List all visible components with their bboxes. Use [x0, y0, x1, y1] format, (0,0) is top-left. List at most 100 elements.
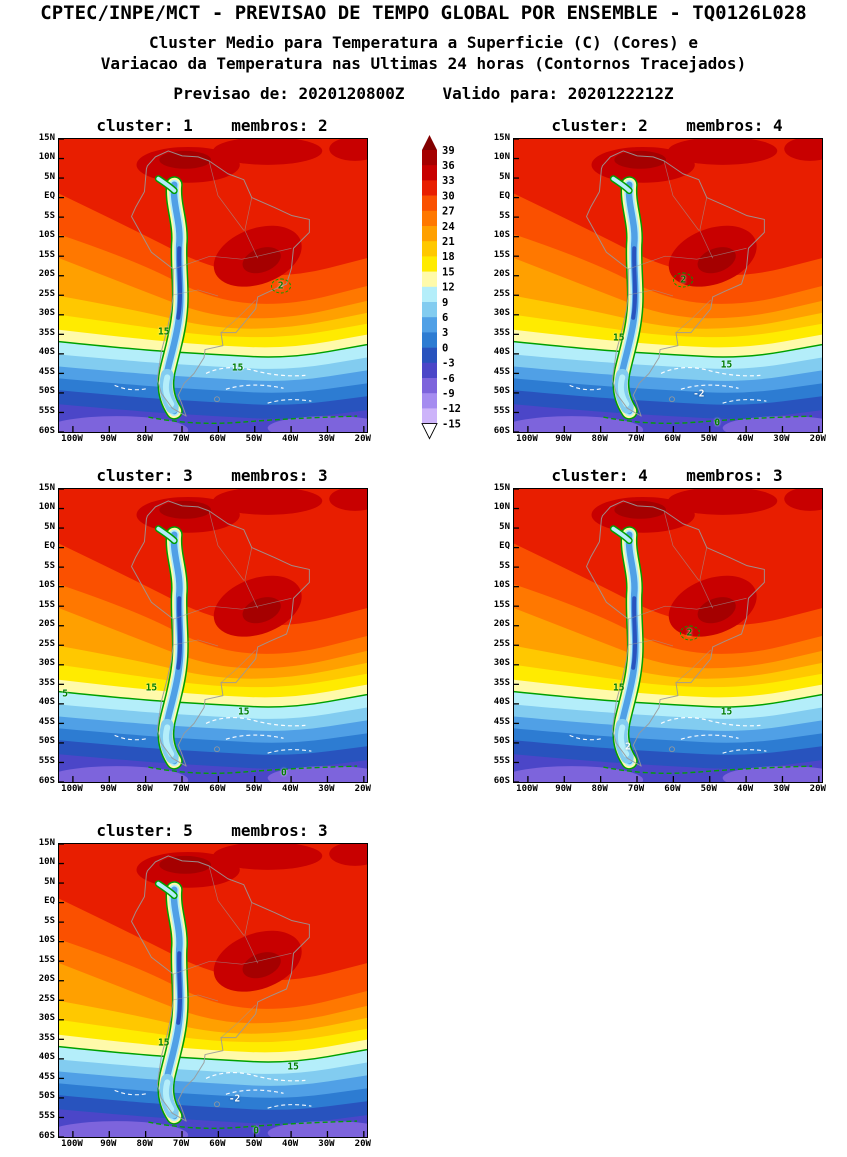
cluster-panel-1: cluster: 1 membros: 2 15N 10N 5N EQ 5S 10S 15S…	[28, 116, 371, 446]
legend-value: 21	[442, 236, 455, 248]
lat-tick-label: 5N	[44, 876, 55, 887]
lat-tick-label: 40S	[493, 697, 510, 708]
lat-tick-label: 10N	[493, 152, 510, 163]
lon-tick-label: 70W	[627, 434, 645, 444]
lat-tick-label: 55S	[493, 755, 510, 766]
temperature-map-svg	[514, 139, 822, 432]
lon-tick-label: 20W	[354, 784, 371, 794]
temperature-map: 15 15 2	[58, 138, 368, 433]
lat-tick-label: 10N	[493, 502, 510, 513]
lon-axis: 100W 90W 80W 70W 60W 50W 40W 30W 20W	[513, 783, 826, 796]
lat-tick-label: 15S	[38, 249, 55, 260]
lat-tick-label: EQ	[44, 541, 55, 552]
legend-value: -15	[442, 418, 461, 430]
lon-tick-label: 30W	[318, 1139, 335, 1149]
lat-tick-label: 55S	[493, 405, 510, 416]
lat-tick-label: 40S	[38, 347, 55, 358]
lat-axis: 15N 10N 5N EQ 5S 10S 15S 20S 25S 30S 35S 40S 45S 50S 5…	[28, 838, 58, 1140]
legend-value: 30	[442, 190, 455, 202]
lon-tick-label: 80W	[136, 784, 153, 794]
lon-tick-label: 100W	[516, 434, 538, 444]
lat-tick-label: 25S	[38, 638, 55, 649]
lon-tick-label: 30W	[318, 784, 335, 794]
legend-value: -9	[442, 388, 455, 400]
lon-tick-label: 30W	[318, 434, 335, 444]
lon-tick-label: 40W	[281, 434, 299, 444]
legend-value: 39	[442, 145, 455, 157]
legend-value: 12	[442, 282, 455, 294]
colorbar-legend: 39 36 33 30 27 24 21 18 15 12 9 6 3 0 -3 -6 -9 -12 -15	[420, 134, 490, 444]
forecast-init-label: Previsao de: 2020120800Z	[173, 84, 405, 103]
lon-axis: 100W 90W 80W 70W 60W 50W 40W 30W 20W	[513, 433, 826, 446]
lat-tick-label: 15S	[38, 954, 55, 965]
lat-tick-label: 45S	[38, 1071, 55, 1082]
lon-tick-label: 30W	[773, 434, 790, 444]
lat-tick-label: 15N	[38, 837, 55, 848]
lat-tick-label: 10S	[493, 580, 510, 591]
lon-tick-label: 100W	[61, 1139, 83, 1149]
lon-tick-label: 80W	[591, 784, 608, 794]
temperature-map: 15 15 5 0	[58, 488, 368, 783]
cluster-panel-5: cluster: 5 membros: 3 15N 10N 5N EQ 5S 10S 15S…	[28, 821, 371, 1151]
lat-tick-label: 15S	[493, 249, 510, 260]
lat-tick-label: 20S	[38, 269, 55, 280]
panel-title: cluster: 4 membros: 3	[551, 466, 783, 485]
lat-tick-label: 35S	[493, 327, 510, 338]
lon-tick-label: 60W	[209, 784, 226, 794]
legend-value: 36	[442, 160, 455, 172]
lon-tick-label: 20W	[809, 784, 826, 794]
temperature-map-svg	[59, 489, 367, 782]
lat-tick-label: 60S	[493, 425, 510, 436]
lat-tick-label: 50S	[493, 386, 510, 397]
lat-tick-label: EQ	[499, 541, 510, 552]
legend-value: 18	[442, 251, 455, 263]
lon-tick-label: 50W	[245, 784, 262, 794]
lat-tick-label: 30S	[38, 658, 55, 669]
lat-tick-label: 55S	[38, 1110, 55, 1121]
lat-tick-label: 20S	[38, 974, 55, 985]
lon-tick-label: 40W	[736, 784, 754, 794]
figure-subtitle-2: Variacao da Temperatura nas Ultimas 24 h…	[100, 54, 747, 73]
figure-title: CPTEC/INPE/MCT - PREVISAO DE TEMPO GLOBA…	[40, 2, 807, 24]
lat-tick-label: 5N	[44, 521, 55, 532]
legend-value: -6	[442, 373, 455, 385]
lat-tick-label: 60S	[38, 1130, 55, 1141]
lat-tick-label: 30S	[38, 308, 55, 319]
panel-title: cluster: 5 membros: 3	[96, 821, 328, 840]
forecast-valid-label: Valido para: 2020122212Z	[442, 84, 674, 103]
legend-value: 24	[442, 221, 455, 233]
lon-tick-label: 50W	[700, 784, 717, 794]
temperature-map-svg	[59, 844, 367, 1137]
lat-tick-label: 20S	[493, 619, 510, 630]
lat-tick-label: 45S	[38, 366, 55, 377]
lon-tick-label: 100W	[516, 784, 538, 794]
lon-axis: 100W 90W 80W 70W 60W 50W 40W 30W 20W	[58, 783, 371, 796]
lat-tick-label: 35S	[493, 677, 510, 688]
temperature-map-svg	[59, 139, 367, 432]
lon-tick-label: 40W	[736, 434, 754, 444]
lat-tick-label: 25S	[38, 993, 55, 1004]
lon-tick-label: 80W	[136, 434, 153, 444]
lat-axis: 15N 10N 5N EQ 5S 10S 15S 20S 25S 30S 35S 40S 45S 50S 5…	[483, 133, 513, 435]
lat-tick-label: 10S	[38, 230, 55, 241]
lon-tick-label: 90W	[555, 784, 572, 794]
panel-title: cluster: 1 membros: 2	[96, 116, 328, 135]
lat-axis: 15N 10N 5N EQ 5S 10S 15S 20S 25S 30S 35S 40S 45S 50S 5…	[28, 133, 58, 435]
lat-tick-label: 35S	[38, 677, 55, 688]
lat-tick-label: 35S	[38, 1032, 55, 1043]
lat-tick-label: 30S	[493, 308, 510, 319]
lat-tick-label: 45S	[38, 716, 55, 727]
lon-tick-label: 50W	[245, 1139, 262, 1149]
legend-value: 6	[442, 312, 448, 324]
lon-tick-label: 90W	[100, 434, 117, 444]
figure-subtitle-1: Cluster Medio para Temperatura a Superfi…	[148, 33, 699, 52]
cluster-panel-4: cluster: 4 membros: 3 15N 10N 5N EQ 5S 10S 15S…	[483, 466, 826, 796]
lat-tick-label: 5N	[499, 521, 510, 532]
lat-tick-label: 30S	[38, 1013, 55, 1024]
cluster-panel-3: cluster: 3 membros: 3 15N 10N 5N EQ 5S 10S 15S…	[28, 466, 371, 796]
lat-tick-label: 50S	[493, 736, 510, 747]
lat-tick-label: 10N	[38, 152, 55, 163]
lat-tick-label: 25S	[38, 288, 55, 299]
lon-tick-label: 20W	[354, 1139, 371, 1149]
